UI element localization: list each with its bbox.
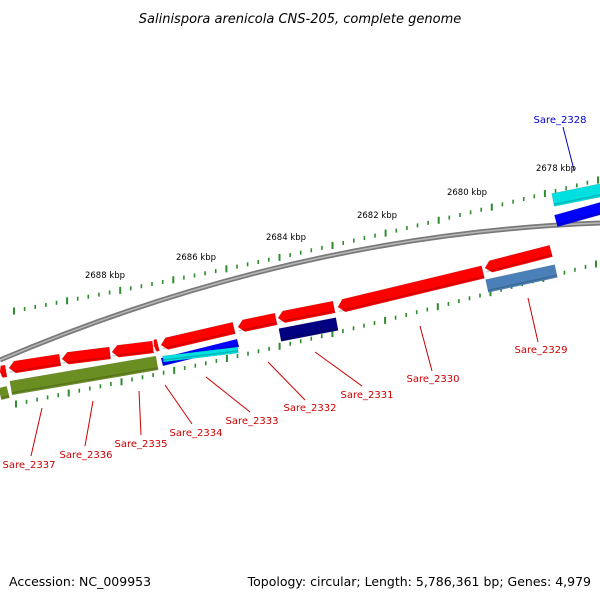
leader-line-sare-2330 [419,325,433,372]
gene-feature-sare-2331 [278,317,339,342]
gene-feature-sare-2329-fwd [484,244,553,273]
gene-label-sare-2336: Sare_2336 [60,450,113,461]
gene-feature-sare-2335 [111,340,155,358]
gene-feature-sare-2334-cyan-shade [163,350,239,361]
gene-feature-sare-2334a-shade [154,348,160,351]
gene-label-sare-2328: Sare_2328 [534,115,587,126]
gene-feature-sare-2334-cyan [162,346,239,363]
gene-label-sare-2332: Sare_2332 [284,403,337,414]
gene-label-sare-2337: Sare_2337 [3,460,56,471]
gene-feature-sare-2329-fwd-shade [485,254,553,273]
map-title: Salinispora arenicola CNS-205, complete … [139,12,461,27]
gene-label-sare-2334: Sare_2334 [170,428,223,439]
tick-labels: 2678 kbp 2680 kbp 2682 kbp 2684 kbp 2686 kbp… [85,164,576,281]
gene-feature-sare-2330 [337,265,485,313]
leader-line-sare-2336 [84,400,94,447]
gene-features [0,183,600,401]
gene-feature-sare-2336-shade [62,356,111,364]
footer-accession: Accession: NC_009953 [9,574,151,589]
gene-feature-sare-2338 [0,364,8,378]
gene-label-sare-2335: Sare_2335 [115,439,168,450]
gene-feature-sare-2328-blue [554,202,600,228]
gene-label-sare-2330: Sare_2330 [407,374,460,385]
gene-feature-sare-2334a [153,338,160,352]
gene-feature-sare-2338-shade [0,374,7,377]
backbone-arc-highlight [0,222,600,361]
tick-label: 2686 kbp [176,253,216,263]
tick-label: 2682 kbp [357,211,397,221]
leader-line-sare-2329 [527,297,539,343]
gene-leader-lines [30,126,575,457]
tick-label: 2678 kbp [536,164,576,174]
gene-feature-sare-2334-shade [161,331,236,350]
leader-line-sare-2337 [30,407,43,457]
gene-feature-sare-2332 [277,300,336,324]
gene-feature-sare-2336-olive-shade [11,367,158,394]
gene-feature-sare-2329-shade [487,274,558,292]
leader-line-sare-2328 [562,126,575,171]
gene-feature-sare-2328-blue-shade [556,211,600,226]
gene-labels: Sare_2328 Sare_2329 Sare_2330 Sare_2331 Sare… [3,115,587,471]
leader-line-sare-2331 [314,351,363,387]
gene-feature-sare-2328-cyan [551,183,600,207]
leader-line-sare-2333 [205,376,251,413]
leader-line-sare-2335 [138,390,142,436]
backbone [0,220,600,363]
gene-feature-sare-2336 [61,346,112,365]
gene-feature-sare-2332-shade [278,310,335,323]
tick-label: 2684 kbp [266,233,306,243]
gene-feature-sare-2338-lower [0,385,10,401]
leader-line-sare-2332 [267,361,306,401]
gene-label-sare-2331: Sare_2331 [341,390,394,401]
footer-summary: Topology: circular; Length: 5,786,361 bp… [247,574,591,589]
gene-feature-sare-2330-shade [338,275,485,313]
tick-label: 2688 kbp [85,271,125,281]
gene-label-sare-2329: Sare_2329 [515,345,568,356]
gene-feature-sare-2333-shade [238,322,277,332]
gene-feature-sare-2338-lower-shade [0,395,10,399]
gene-feature-sare-2336-olive [9,355,159,396]
gene-feature-sare-2337-shade [9,363,61,373]
gene-label-sare-2333: Sare_2333 [226,416,279,427]
gene-feature-sare-2328-cyan-shade [553,194,600,206]
gene-feature-sare-2337 [8,353,62,374]
gene-feature-sare-2334 [160,321,236,350]
gene-feature-sare-2333 [237,312,278,332]
gene-feature-sare-2331-shade [280,327,339,341]
gene-feature-sare-2329 [485,264,558,293]
gene-feature-sare-2335-shade [112,350,154,357]
leader-line-sare-2334 [164,384,193,425]
tick-label: 2680 kbp [447,188,487,198]
